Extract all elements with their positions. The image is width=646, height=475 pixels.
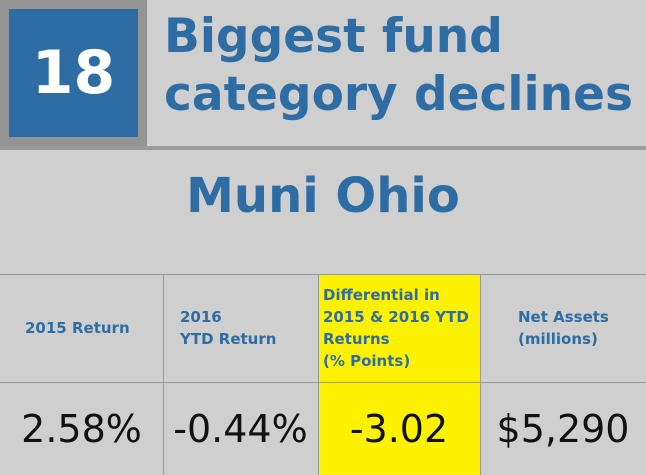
value-2015-return: 2.58% xyxy=(21,406,142,451)
column-divider xyxy=(163,274,164,475)
column-divider xyxy=(480,274,481,475)
category-name: Muni Ohio xyxy=(186,168,460,224)
page-title: Biggest fund category declines xyxy=(164,9,633,122)
value-net-assets: $5,290 xyxy=(496,406,630,451)
header-differential: Differential in 2015 & 2016 YTD Returns … xyxy=(323,286,469,370)
rank-number: 18 xyxy=(9,9,138,137)
value-differential: -3.02 xyxy=(349,406,449,451)
table-header-rule xyxy=(0,382,646,383)
rank-box: 18 xyxy=(0,0,147,146)
header-2015-return: 2015 Return xyxy=(25,319,130,337)
header-net-assets: Net Assets (millions) xyxy=(518,308,609,348)
table-top-rule xyxy=(0,274,646,275)
stats-table: 2015 Return 2016 YTD Return Differential… xyxy=(0,274,646,475)
header: 18 Biggest fund category declines xyxy=(0,0,646,146)
value-2016-ytd-return: -0.44% xyxy=(173,406,308,451)
highlight-column xyxy=(318,274,480,475)
header-divider xyxy=(0,146,646,150)
header-2016-ytd-return: 2016 YTD Return xyxy=(180,308,277,348)
column-divider xyxy=(318,274,319,475)
